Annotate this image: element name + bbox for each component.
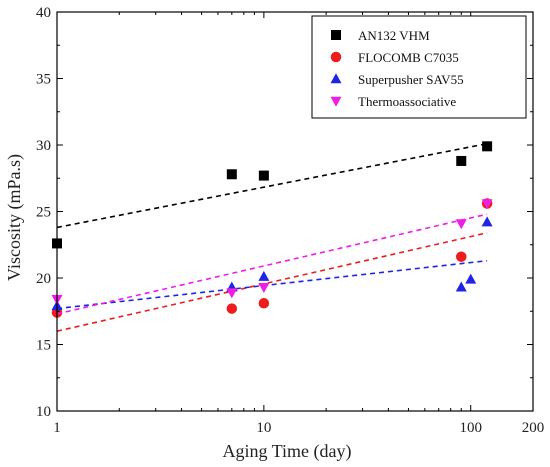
legend-label: Superpusher SAV55 [358,72,464,87]
trend-line [56,259,488,310]
legend-marker-icon [330,51,342,63]
series-3 [51,216,493,311]
data-point [455,219,467,230]
data-point [455,281,467,292]
y-tick-label: 35 [36,72,51,88]
y-tick-label: 20 [36,271,51,287]
trend-line [56,232,488,332]
series-4 [51,199,493,315]
data-point [258,170,269,181]
legend-marker-icon [330,96,342,107]
data-point [481,199,493,210]
legend-label: FLOCOMB C7035 [358,50,459,65]
plot-area [51,141,493,332]
x-tick-label: 200 [522,420,545,436]
legend: AN132 VHM FLOCOMB C7035 Superpusher SAV55 T… [311,15,527,119]
data-point [258,270,270,281]
data-point [226,303,238,314]
x-axis-title: Aging Time (day) [222,441,351,462]
y-tick-label: 40 [36,5,51,21]
data-point [465,273,477,284]
data-point [456,251,467,262]
trend-line [56,142,488,229]
y-tick-label: 30 [36,138,51,154]
data-point [481,216,493,227]
data-point [456,155,467,166]
legend-item: Thermoassociative [330,94,456,109]
x-tick-label: 1 [53,420,61,436]
data-point [258,298,270,309]
y-tick-label: 25 [36,205,51,221]
x-tick-label: 10 [256,420,271,436]
legend-label: AN132 VHM [358,28,430,43]
data-point [258,283,270,294]
series-1 [52,141,493,249]
legend-marker-icon [331,30,341,40]
legend-label: Thermoassociative [358,94,456,109]
data-point [482,141,493,152]
data-point [226,288,238,299]
trend-line [56,213,488,315]
x-tick-label: 100 [459,420,482,436]
y-tick-label: 10 [36,404,51,420]
legend-item: AN132 VHM [331,28,430,43]
legend-item: Superpusher SAV55 [330,72,464,87]
y-tick-label: 15 [36,338,51,354]
legend-item: FLOCOMB C7035 [330,50,459,65]
y-axis-title: Viscosity (mPa.s) [4,154,25,281]
data-point [226,169,237,180]
legend-frame [311,15,527,119]
legend-marker-icon [330,73,342,84]
